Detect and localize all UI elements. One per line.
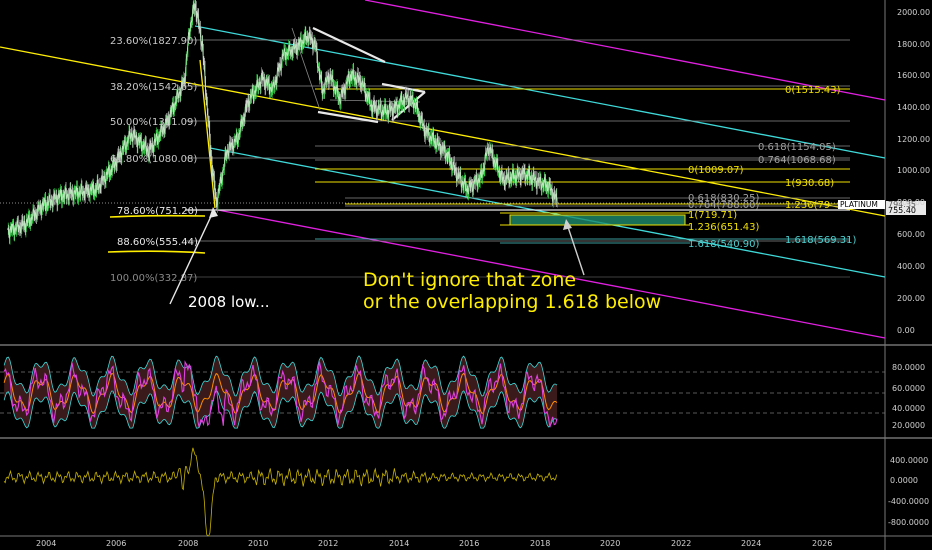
ext-label[interactable]: 1.618(540.90) xyxy=(688,239,760,250)
fib-label[interactable]: 88.60%(555.44) xyxy=(117,237,198,248)
oscillator-y-axis: 80.0000 60.0000 40.0000 20.0000 xyxy=(892,363,925,430)
y-tick-label[interactable]: 400.0000 xyxy=(890,456,928,465)
y-tick-label[interactable]: 1000.00 xyxy=(897,166,930,175)
y-tick-label[interactable]: 40.0000 xyxy=(892,404,925,413)
osc-band-upper xyxy=(3,355,558,397)
x-tick-label[interactable]: 2012 xyxy=(318,539,338,548)
triangle-line[interactable] xyxy=(381,82,426,94)
y-tick-label[interactable]: 400.00 xyxy=(897,262,925,271)
price-y-axis: 2000.00 1800.00 1600.00 1400.00 1200.00 … xyxy=(897,8,930,335)
oscillator-panel[interactable] xyxy=(0,355,885,429)
y-tick-label[interactable]: 200.00 xyxy=(897,294,925,303)
symbol-tag: PLATINUM xyxy=(838,200,885,209)
x-tick-label[interactable]: 2006 xyxy=(106,539,126,548)
y-tick-label[interactable]: 80.0000 xyxy=(892,363,925,372)
underline-78-6 xyxy=(109,214,206,218)
y-tick-label[interactable]: 2000.00 xyxy=(897,8,930,17)
trendline-magenta-lower[interactable] xyxy=(217,209,886,339)
fib-label[interactable]: 61.80%(1080.08) xyxy=(110,154,197,165)
x-tick-label[interactable]: 2022 xyxy=(671,539,691,548)
y-tick-label[interactable]: 800.00 xyxy=(897,198,925,207)
momentum-panel[interactable] xyxy=(3,447,557,537)
x-tick-label[interactable]: 2026 xyxy=(812,539,832,548)
y-tick-label[interactable]: 1200.00 xyxy=(897,135,930,144)
osc-main-line[interactable] xyxy=(3,360,558,428)
ext-label[interactable]: 0(1515.43) xyxy=(785,85,841,96)
arrow-head xyxy=(209,207,218,218)
spike-drop-line[interactable] xyxy=(199,59,216,209)
y-tick-label[interactable]: 1800.00 xyxy=(897,40,930,49)
ext-label[interactable]: 1(930.68) xyxy=(785,178,834,189)
x-tick-label[interactable]: 2018 xyxy=(530,539,550,548)
ext-label[interactable]: 0.618(1154.05) xyxy=(758,142,836,153)
ext-label[interactable]: 0(1009.07) xyxy=(688,165,744,176)
underline-88-6 xyxy=(107,250,206,254)
y-tick-label[interactable]: 1400.00 xyxy=(897,103,930,112)
fib-label[interactable]: 100.00%(332.87) xyxy=(110,273,197,284)
symbol-label[interactable]: PLATINUM xyxy=(840,200,878,209)
ext-label[interactable]: 0.618(830.25) xyxy=(688,193,760,204)
trendline-cyan-upper[interactable] xyxy=(194,25,886,159)
y-tick-label[interactable]: -400.0000 xyxy=(888,497,929,506)
time-x-axis: 2004 2006 2008 2010 2012 2014 2016 2018 … xyxy=(36,539,832,548)
note-zone-line2[interactable]: or the overlapping 1.618 below xyxy=(363,291,661,313)
fib-label[interactable]: 38.20%(1542.65) xyxy=(110,82,197,93)
annotations: 2008 low... Don't ignore that zone or th… xyxy=(169,207,661,313)
x-tick-label[interactable]: 2020 xyxy=(600,539,620,548)
x-tick-label[interactable]: 2008 xyxy=(178,539,198,548)
target-zone-box[interactable] xyxy=(509,214,686,226)
current-price-value[interactable]: 755.40 xyxy=(888,206,916,215)
triangle-line[interactable] xyxy=(317,110,379,124)
price-series-line[interactable] xyxy=(7,3,558,239)
fib-extension-labels: 0(1515.43) 0.618(1154.05) 0.764(1068.68)… xyxy=(688,85,857,250)
arrow-head xyxy=(563,219,572,230)
x-tick-label[interactable]: 2014 xyxy=(389,539,409,548)
fib-label[interactable]: 23.60%(1827.90) xyxy=(110,36,197,47)
arrow-2008-low xyxy=(169,211,214,305)
ext-label[interactable]: 1(719.71) xyxy=(688,210,737,221)
note-zone-line1[interactable]: Don't ignore that zone xyxy=(363,269,576,291)
triangle-line[interactable] xyxy=(312,27,386,63)
current-price-hidden[interactable]: 794.35 xyxy=(888,200,916,209)
trendline-magenta-upper[interactable] xyxy=(364,0,886,101)
x-tick-label[interactable]: 2004 xyxy=(36,539,56,548)
momentum-line[interactable] xyxy=(3,447,557,537)
x-tick-label[interactable]: 2016 xyxy=(459,539,479,548)
x-tick-label[interactable]: 2010 xyxy=(248,539,268,548)
osc-band-fill xyxy=(4,355,558,429)
x-tick-label[interactable]: 2024 xyxy=(741,539,761,548)
trendline-yellow-upper[interactable] xyxy=(0,46,886,217)
osc-band-lower xyxy=(3,389,558,429)
y-tick-label[interactable]: 60.0000 xyxy=(892,384,925,393)
ext-label[interactable]: 1.236(79 xyxy=(785,200,830,211)
y-tick-label[interactable]: 20.0000 xyxy=(892,421,925,430)
ext-label[interactable]: 1.618(569.31) xyxy=(785,235,857,246)
fib-label[interactable]: 50.00%(1311.09) xyxy=(110,117,197,128)
fib-label[interactable]: 78.60%(751.20) xyxy=(117,206,198,217)
ext-label[interactable]: 1.236(651.43) xyxy=(688,222,760,233)
y-tick-label[interactable]: 1600.00 xyxy=(897,71,930,80)
fib-retracement-labels: 23.60%(1827.90) 38.20%(1542.65) 50.00%(1… xyxy=(110,36,198,284)
y-tick-label[interactable]: 0.00 xyxy=(897,326,915,335)
ext-label[interactable]: 0.764(788.00) xyxy=(688,200,760,211)
current-price-badge: 794.35 755.40 xyxy=(886,200,926,215)
momentum-y-axis: 400.0000 0.0000 -400.0000 -800.0000 xyxy=(888,456,929,527)
y-tick-label[interactable]: -800.0000 xyxy=(888,518,929,527)
ext-label[interactable]: 0.764(1068.68) xyxy=(758,155,836,166)
note-2008-low[interactable]: 2008 low... xyxy=(188,293,269,311)
y-tick-label[interactable]: 0.0000 xyxy=(890,476,918,485)
arrow-zone xyxy=(566,223,585,276)
y-tick-label[interactable]: 600.00 xyxy=(897,230,925,239)
channel-lines xyxy=(0,0,886,339)
